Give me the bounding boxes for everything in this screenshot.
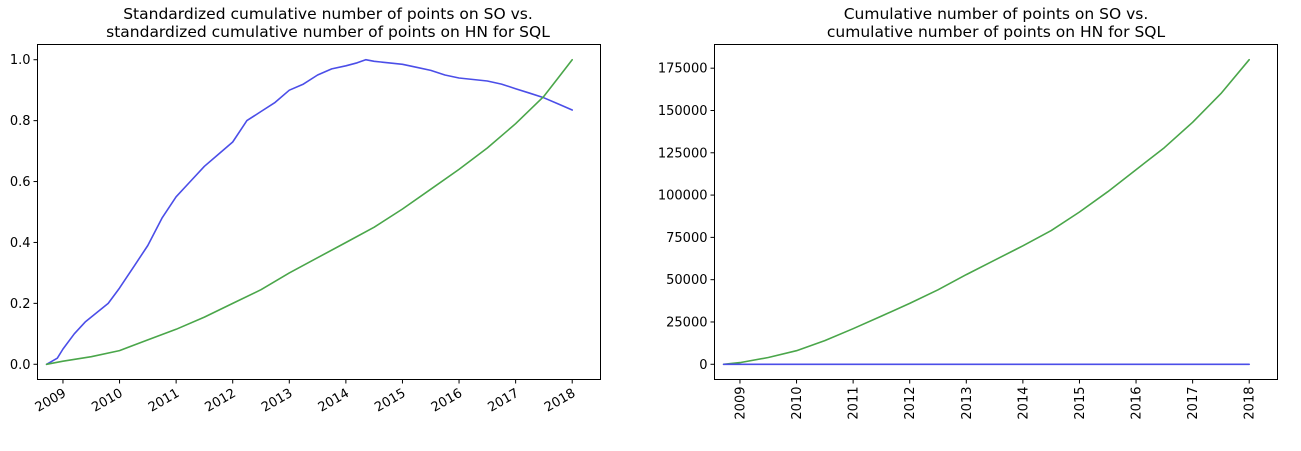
y-tick-label: 0.0 (10, 358, 31, 373)
x-tick-label: 2016 (1130, 387, 1145, 420)
chart-title-line-2: standardized cumulative number of points… (106, 23, 550, 41)
plot-area-frame (37, 44, 601, 380)
x-tick-label: 2014 (316, 386, 352, 416)
x-tick-label: 2013 (259, 386, 295, 416)
y-tick-label: 1.0 (10, 53, 31, 68)
chart-title-line-1: Cumulative number of points on SO vs. (844, 5, 1149, 23)
series-line-1 (45, 58, 573, 366)
y-tick-label: 100000 (658, 189, 708, 204)
chart-title-line-2: cumulative number of points on HN for SQ… (827, 23, 1166, 41)
y-tick-label: 0.8 (10, 114, 31, 129)
x-tick-label: 2018 (1243, 387, 1258, 420)
y-tick-label: 0.2 (10, 297, 31, 312)
series-line-0 (45, 58, 573, 366)
plot-area-frame (714, 44, 1278, 380)
y-tick-label: 50000 (666, 273, 707, 288)
chart-cumulative: Cumulative number of points on SO vs. cu… (658, 5, 1278, 420)
x-tick-label: 2010 (790, 387, 805, 420)
x-tick-label: 2018 (542, 386, 578, 416)
chart-standardized: Standardized cumulative number of points… (10, 5, 601, 416)
y-tick-label: 175000 (658, 62, 708, 77)
x-tick-label: 2012 (903, 387, 918, 420)
x-tick-label: 2017 (485, 386, 521, 416)
y-tick-label: 125000 (658, 146, 708, 161)
x-tick-label: 2011 (146, 386, 182, 416)
x-tick-label: 2014 (1016, 387, 1031, 420)
y-tick-label: 0.4 (10, 236, 31, 251)
y-tick-label: 75000 (666, 231, 707, 246)
x-tick-label: 2011 (847, 387, 862, 420)
y-tick-label: 25000 (666, 315, 707, 330)
x-tick-label: 2009 (33, 386, 69, 416)
y-tick-label: 150000 (658, 104, 708, 119)
y-tick-label: 0.6 (10, 175, 31, 190)
x-tick-label: 2009 (733, 387, 748, 420)
series-line-0 (722, 58, 1250, 366)
chart-title-line-1: Standardized cumulative number of points… (123, 5, 533, 23)
x-tick-label: 2015 (372, 386, 408, 416)
x-tick-label: 2015 (1073, 387, 1088, 420)
x-tick-label: 2012 (203, 386, 239, 416)
y-tick-label: 0 (699, 358, 707, 373)
x-tick-label: 2017 (1186, 387, 1201, 420)
x-tick-label: 2013 (960, 387, 975, 420)
x-tick-label: 2016 (429, 386, 465, 416)
x-tick-label: 2010 (89, 386, 125, 416)
